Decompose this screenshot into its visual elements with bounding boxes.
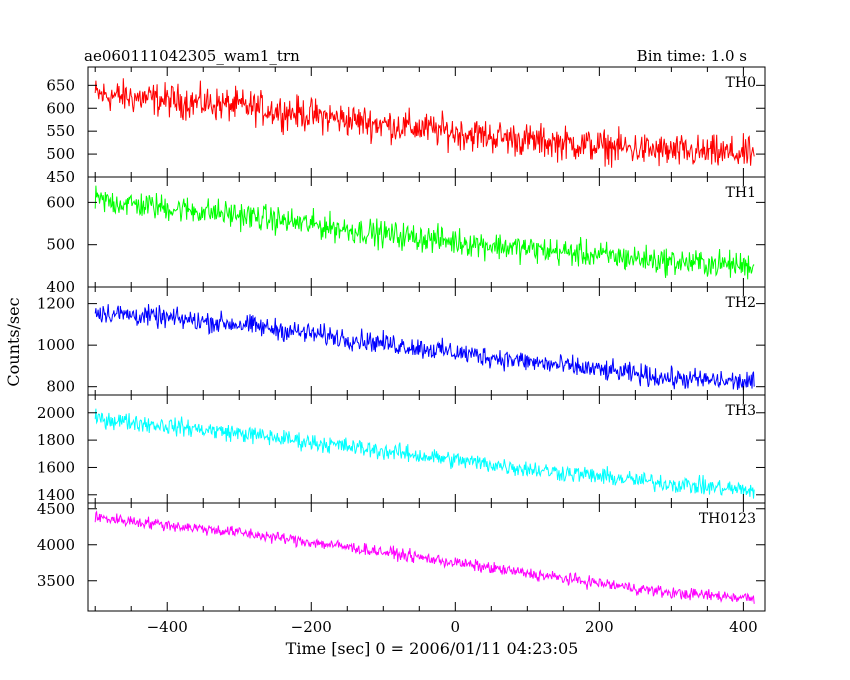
series-line-th2 [94, 304, 755, 391]
series-label-th3: TH3 [726, 403, 756, 419]
x-tick-label: 400 [729, 618, 758, 636]
y-tick-label: 2000 [37, 404, 75, 422]
x-tick-label: −400 [147, 618, 188, 636]
series-line-th0 [94, 78, 755, 168]
x-tick-label: 200 [585, 618, 614, 636]
x-tick-label: 0 [451, 618, 461, 636]
y-tick-label: 600 [46, 99, 75, 117]
panel-th0: TH0 450 500 550 600 650 [46, 66, 766, 186]
y-tick-label: 1600 [37, 458, 75, 476]
panel-th3: TH3 1400 1600 1800 2000 [37, 394, 766, 504]
y-tick-label: 600 [46, 193, 75, 211]
y-tick-label: 4500 [37, 500, 75, 518]
series-line-th3 [94, 408, 755, 499]
series-line-th1 [94, 185, 755, 280]
y-tick-label: 500 [46, 145, 75, 163]
series-label-th0123: TH0123 [699, 511, 756, 527]
series-label-th1: TH1 [726, 185, 756, 201]
y-tick-label: 4000 [37, 536, 75, 554]
bin-time-label: Bin time: 1.0 s [637, 47, 747, 65]
panel-th1: TH1 400 500 600 [46, 176, 766, 296]
panel-frame [87, 502, 766, 612]
y-tick-label: 3500 [37, 572, 75, 590]
y-tick-label: 650 [46, 76, 75, 94]
panels-group: TH0 450 500 550 600 650 TH1 400 500 600 TH2 800 1000… [37, 66, 766, 612]
series-label-th0: TH0 [726, 75, 756, 91]
y-tick-label: 1400 [37, 486, 75, 504]
series-line-th0123 [94, 510, 755, 604]
panel-frame [87, 176, 766, 288]
y-axis-label: Counts/sec [4, 297, 23, 386]
y-tick-label: 550 [46, 122, 75, 140]
y-tick-label: 800 [46, 378, 75, 396]
x-axis: −400 −200 0 200 400 [147, 618, 758, 636]
y-tick-label: 1200 [37, 295, 75, 313]
plot-title: ae060111042305_wam1_trn [84, 47, 300, 65]
y-tick-label: 500 [46, 236, 75, 254]
y-tick-label: 1800 [37, 431, 75, 449]
y-tick-label: 450 [46, 168, 75, 186]
x-axis-label: Time [sec] 0 = 2006/01/11 04:23:05 [286, 639, 579, 658]
y-tick-label: 1000 [37, 336, 75, 354]
panel-th0123: TH0123 3500 4000 4500 [37, 500, 766, 612]
y-tick-label: 400 [46, 278, 75, 296]
x-tick-label: −200 [291, 618, 332, 636]
series-label-th2: TH2 [726, 295, 756, 311]
panel-th2: TH2 800 1000 1200 [37, 286, 766, 396]
